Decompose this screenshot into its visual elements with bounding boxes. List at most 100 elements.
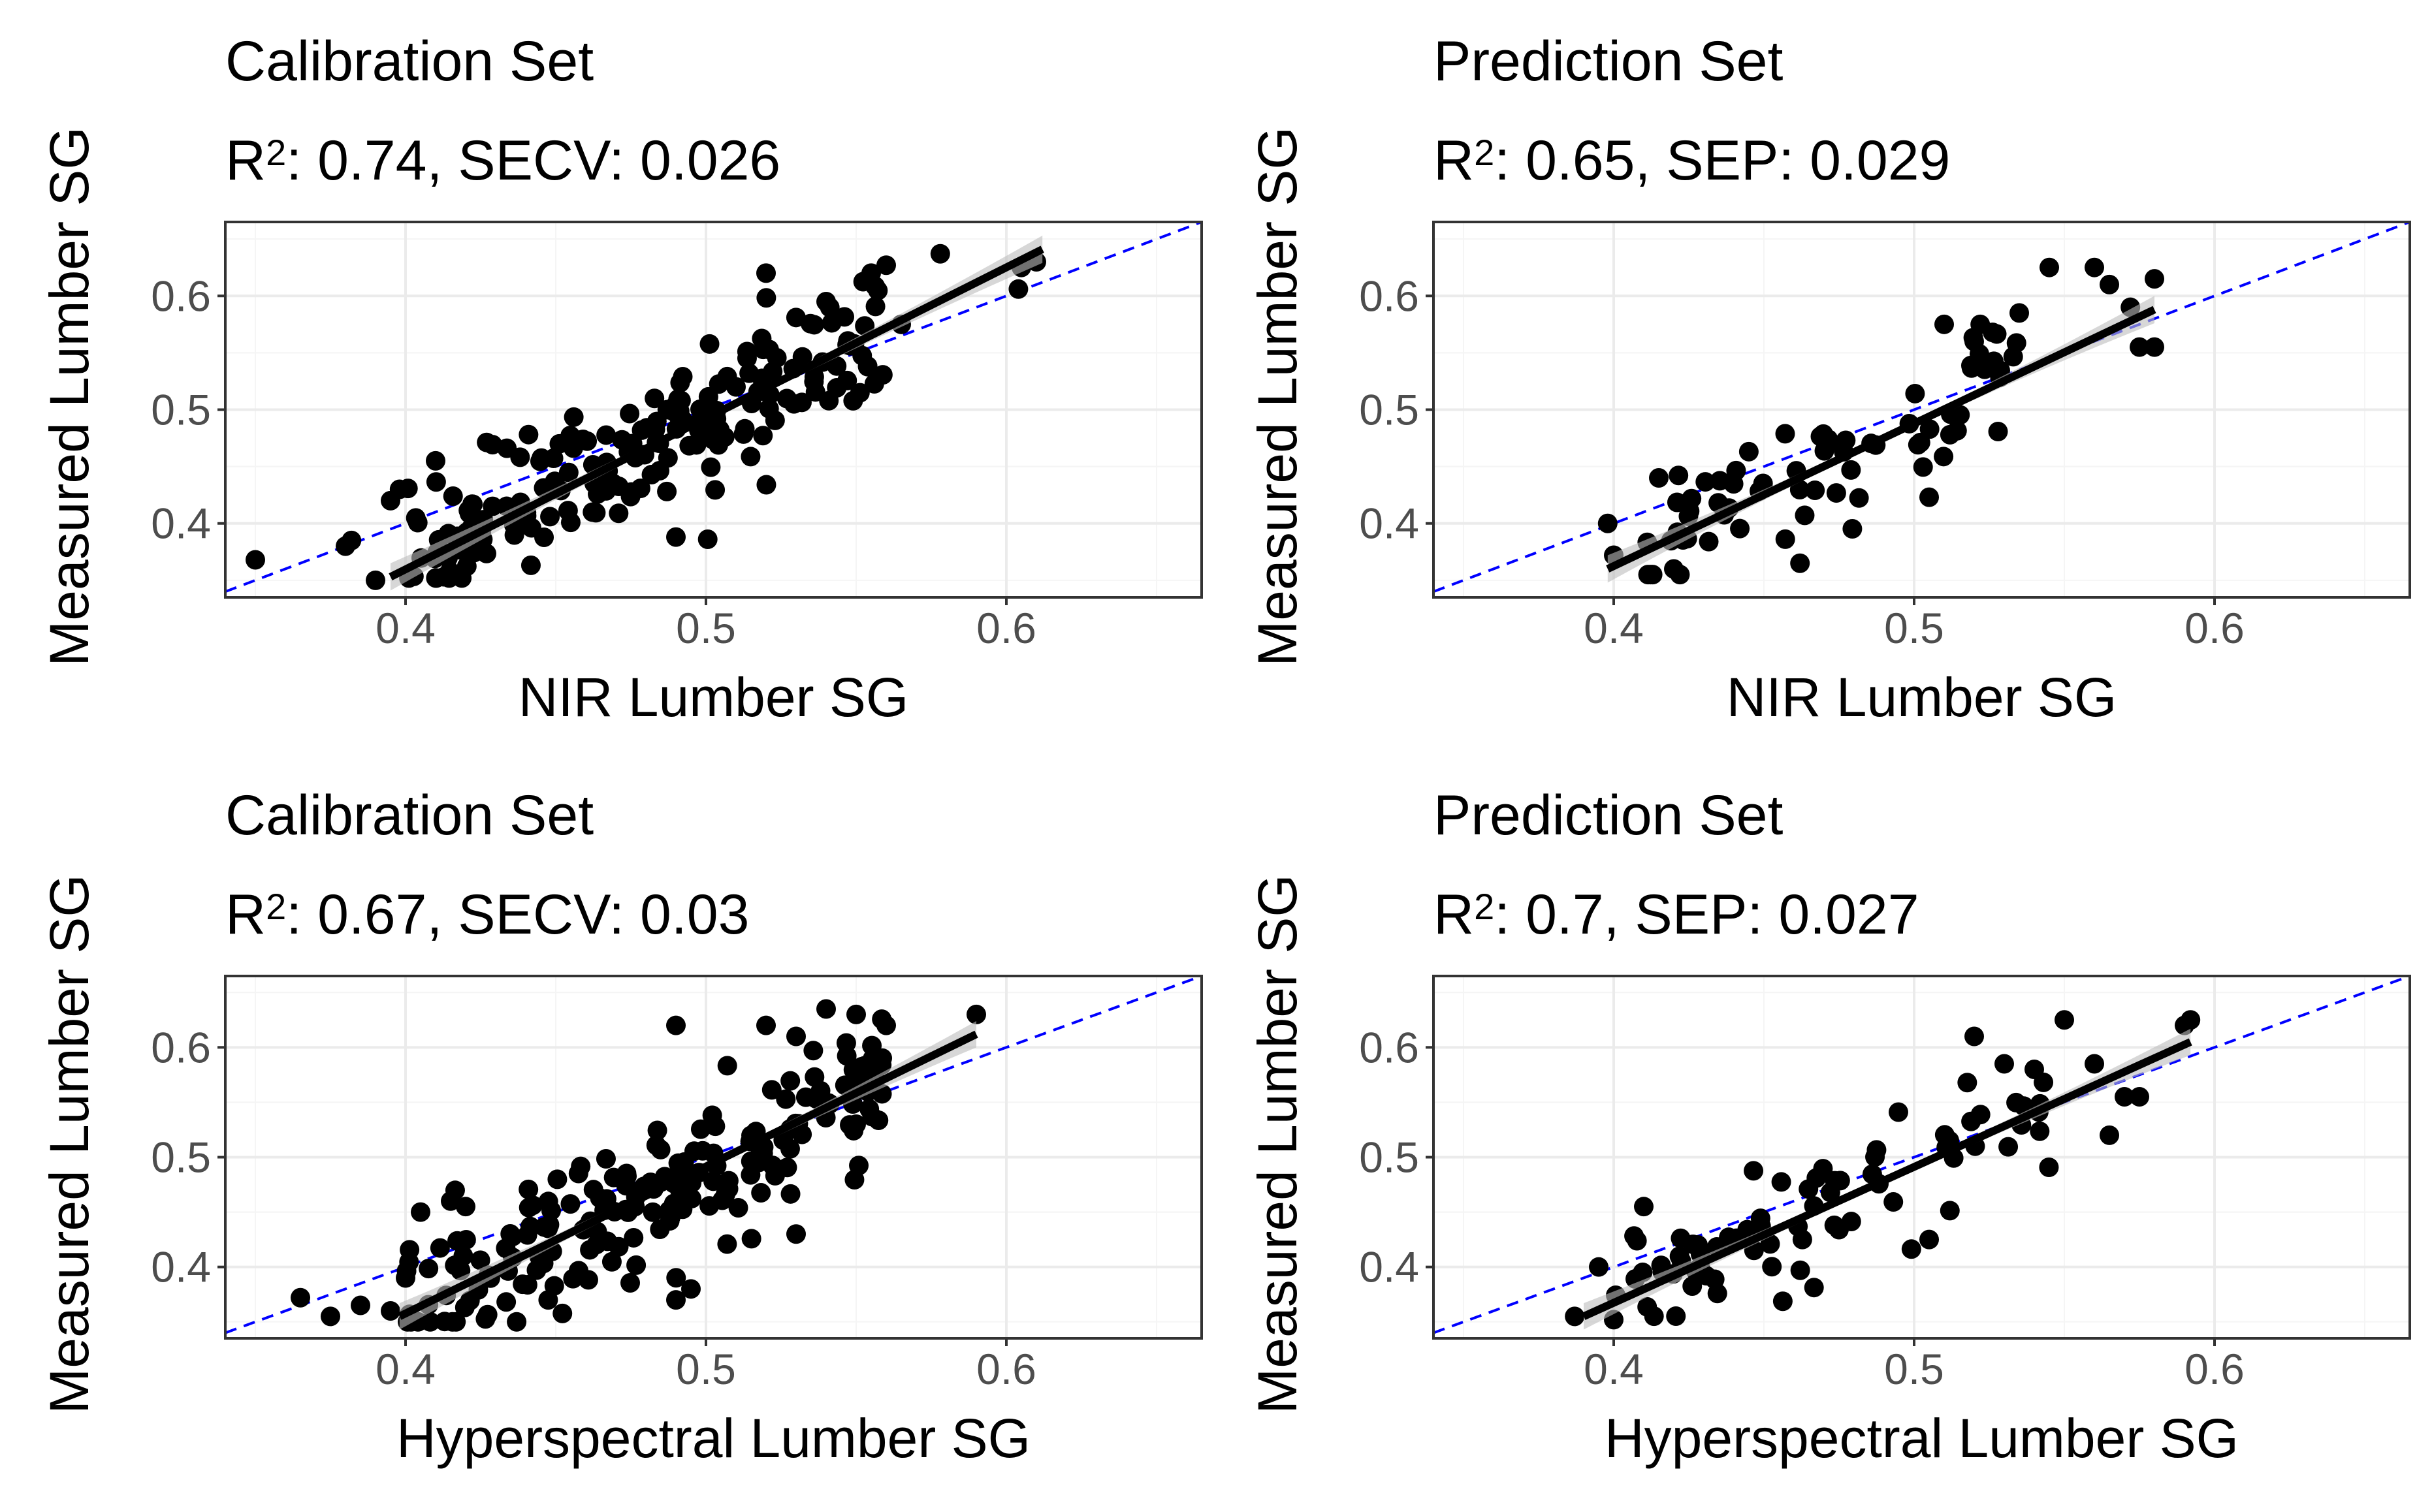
data-point xyxy=(496,1292,517,1312)
panel-title: Calibration Set xyxy=(225,30,594,93)
data-point xyxy=(560,512,581,533)
y-tick-label: 0.5 xyxy=(1359,386,1419,434)
panel-title: Prediction Set xyxy=(1433,30,1784,93)
data-point xyxy=(321,1306,340,1327)
data-point xyxy=(1940,1201,1960,1221)
data-point xyxy=(930,244,950,264)
y-tick-label: 0.6 xyxy=(151,272,211,320)
data-point xyxy=(643,1202,663,1222)
data-point xyxy=(456,1197,475,1217)
error-stat-name: SEP xyxy=(1635,883,1747,946)
data-point xyxy=(1957,1073,1977,1093)
data-point xyxy=(1589,1257,1608,1277)
y-tick-label: 0.5 xyxy=(151,1133,211,1182)
x-tick-label: 0.4 xyxy=(376,604,436,652)
data-point xyxy=(411,1202,430,1222)
data-point xyxy=(563,1268,583,1289)
data-point xyxy=(291,1287,310,1308)
data-point xyxy=(1919,487,1939,507)
data-point xyxy=(717,366,737,386)
data-point xyxy=(647,1120,667,1141)
r-squared-symbol: R xyxy=(1433,883,1474,946)
data-point xyxy=(835,307,855,327)
data-point xyxy=(1841,1212,1861,1232)
data-point xyxy=(767,348,787,368)
data-point xyxy=(2030,1121,2050,1141)
data-point xyxy=(728,1198,748,1218)
stats-subtitle: R2: 0.65, SEP: 0.029 xyxy=(1433,129,1950,192)
data-point xyxy=(1934,447,1954,467)
data-point xyxy=(780,1184,801,1204)
data-point xyxy=(1813,424,1833,444)
data-point xyxy=(1963,328,1983,348)
data-point xyxy=(2085,1054,2104,1074)
error-stat-value: 0.03 xyxy=(640,883,749,946)
data-point xyxy=(2006,1092,2026,1112)
data-point xyxy=(513,1274,533,1295)
data-point xyxy=(1804,1278,1824,1298)
r-squared-exponent: 2 xyxy=(1474,886,1494,927)
data-point xyxy=(1830,1171,1850,1191)
data-point xyxy=(1790,553,1810,573)
data-point xyxy=(531,448,551,468)
r-squared-value: 0.74 xyxy=(317,129,426,192)
data-point xyxy=(1998,1137,2019,1157)
data-point xyxy=(647,411,667,432)
data-point xyxy=(761,1080,782,1100)
data-point xyxy=(1649,468,1669,488)
data-point xyxy=(426,472,446,492)
data-point xyxy=(2100,1125,2119,1145)
data-point xyxy=(820,297,840,317)
x-tick-label: 0.6 xyxy=(2184,604,2245,652)
scatter-points xyxy=(1565,1010,2201,1330)
data-point xyxy=(1597,513,1618,533)
data-point xyxy=(522,1195,543,1216)
data-point xyxy=(816,999,836,1019)
data-point xyxy=(2055,1010,2074,1030)
x-tick-label: 0.4 xyxy=(376,1345,436,1393)
data-point xyxy=(2181,1010,2201,1030)
data-point xyxy=(657,481,677,501)
data-point xyxy=(1682,488,1702,509)
stats-subtitle: R2: 0.67, SECV: 0.03 xyxy=(225,883,749,946)
data-point xyxy=(1866,1140,1887,1160)
data-point xyxy=(2039,1157,2059,1177)
data-point xyxy=(351,1295,370,1315)
y-tick-label: 0.4 xyxy=(151,499,211,548)
data-point xyxy=(1994,1054,2014,1074)
data-point xyxy=(1919,419,1940,439)
data-point xyxy=(510,447,530,467)
data-point xyxy=(865,296,886,317)
data-point xyxy=(1806,1168,1827,1188)
data-point xyxy=(1988,421,2008,441)
data-point xyxy=(598,1231,618,1252)
r-squared-exponent: 2 xyxy=(266,132,286,173)
x-tick-label: 0.6 xyxy=(976,1345,1036,1393)
data-point xyxy=(560,1194,581,1214)
data-point xyxy=(1913,457,1933,477)
data-point xyxy=(564,407,584,427)
y-tick-label: 0.6 xyxy=(1359,1023,1419,1071)
data-point xyxy=(765,1165,785,1186)
data-point xyxy=(827,378,847,398)
x-tick-label: 0.5 xyxy=(676,1345,736,1393)
data-point xyxy=(596,425,616,445)
data-point xyxy=(862,1035,882,1056)
data-point xyxy=(2034,1072,2054,1092)
identity-line xyxy=(1433,222,2410,593)
y-axis-title: Measured Lumber SG xyxy=(1247,127,1308,666)
data-point xyxy=(470,1250,490,1270)
data-point xyxy=(534,528,554,548)
data-point xyxy=(452,568,472,588)
y-axis-title: Measured Lumber SG xyxy=(39,874,100,1413)
data-point xyxy=(1565,1306,1585,1327)
data-point xyxy=(1987,324,2007,344)
data-point xyxy=(552,1303,573,1323)
data-point xyxy=(1841,460,1861,480)
data-point xyxy=(1634,1197,1654,1217)
data-point xyxy=(872,1009,892,1030)
data-point xyxy=(804,367,824,387)
data-point xyxy=(534,1253,554,1274)
data-point xyxy=(446,1312,466,1332)
